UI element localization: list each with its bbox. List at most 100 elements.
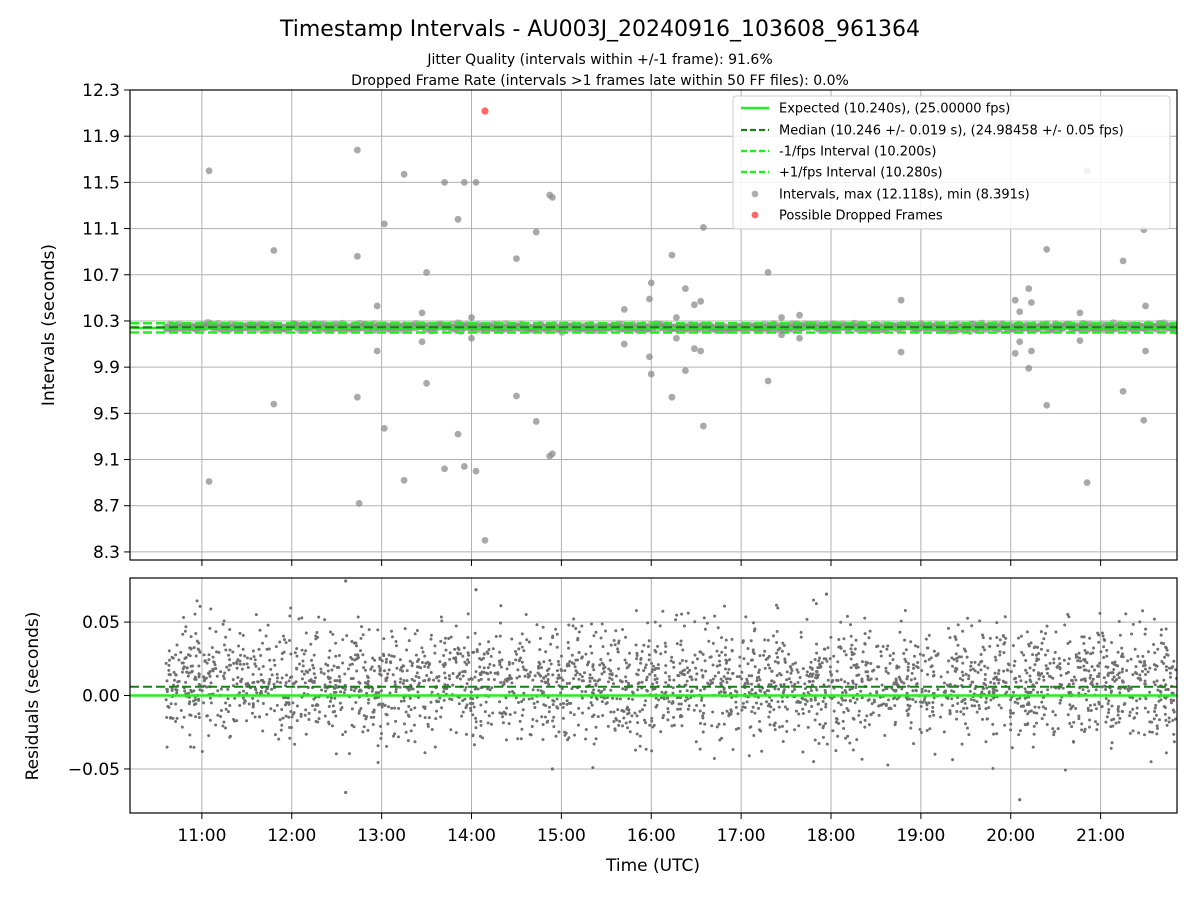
residual-point <box>1028 674 1032 678</box>
residual-point <box>608 658 612 662</box>
residual-point <box>636 721 640 725</box>
residual-point <box>408 696 412 700</box>
residual-point <box>913 644 917 648</box>
residual-point <box>799 635 803 639</box>
residual-point <box>283 703 287 707</box>
residual-point <box>1135 711 1139 715</box>
residual-point <box>1162 642 1166 646</box>
residual-point <box>977 704 981 708</box>
residual-point <box>442 690 446 694</box>
residual-point <box>337 666 341 670</box>
residual-point <box>200 689 204 693</box>
residual-point <box>208 670 212 674</box>
interval-outlier-point <box>355 500 363 507</box>
residual-point <box>992 696 996 700</box>
residual-point <box>849 623 853 627</box>
residual-point <box>950 697 954 701</box>
residual-point <box>1003 723 1007 727</box>
residual-point <box>646 621 650 625</box>
interval-outlier-point <box>682 367 689 375</box>
residual-point <box>303 681 307 685</box>
residual-point <box>231 678 235 682</box>
residual-point <box>1164 645 1168 649</box>
residual-point <box>625 707 629 711</box>
residual-point <box>627 681 631 685</box>
residual-point <box>783 660 787 664</box>
residual-point <box>1098 661 1102 665</box>
intervals-y-tick-label: 11.1 <box>82 220 120 240</box>
residual-point <box>695 704 699 708</box>
residual-point <box>510 637 514 641</box>
residual-point <box>666 707 670 711</box>
residual-point <box>1163 712 1167 716</box>
residual-point <box>961 674 965 678</box>
residual-point <box>557 730 561 734</box>
residual-point <box>877 713 881 717</box>
residual-point <box>377 664 381 668</box>
interval-outlier-point <box>1028 299 1035 306</box>
residual-point <box>686 707 690 711</box>
residual-point <box>863 616 867 620</box>
residual-point <box>238 703 242 707</box>
interval-outlier-point <box>699 224 707 231</box>
residual-point <box>410 677 414 681</box>
interval-outlier-point <box>380 424 388 432</box>
residual-point <box>394 639 398 643</box>
residual-point <box>533 706 537 710</box>
residual-point <box>717 654 721 658</box>
residual-point <box>461 674 465 678</box>
residual-point <box>317 615 321 619</box>
residual-point <box>332 664 336 668</box>
residual-point <box>383 704 387 708</box>
residual-point <box>311 663 315 667</box>
residual-point <box>1164 688 1168 692</box>
residual-point <box>939 675 943 679</box>
residual-point <box>793 682 797 686</box>
residual-point <box>827 684 831 688</box>
residual-point <box>942 730 946 734</box>
residual-point <box>183 629 187 633</box>
residual-point <box>1148 730 1152 734</box>
residual-point <box>344 730 348 734</box>
residual-point <box>955 709 959 713</box>
residual-point <box>595 697 599 701</box>
residual-point <box>216 713 220 717</box>
residual-point <box>1039 630 1043 634</box>
residual-point <box>241 696 245 700</box>
residual-point <box>952 657 956 661</box>
residuals-x-tick-label: 13:00 <box>357 826 406 846</box>
residual-point <box>841 691 845 695</box>
residual-point <box>969 668 973 672</box>
residual-point <box>1168 671 1172 675</box>
residual-point <box>618 719 622 723</box>
residual-point <box>570 687 574 691</box>
residual-point <box>343 688 347 692</box>
residual-point <box>281 716 285 720</box>
residual-point <box>591 766 595 770</box>
residual-point <box>653 668 657 672</box>
residual-point <box>523 674 527 678</box>
residual-point <box>286 701 290 705</box>
residual-point <box>197 697 201 701</box>
residual-point <box>848 741 852 745</box>
residual-point <box>1051 727 1055 731</box>
residual-point <box>412 723 416 727</box>
residual-point <box>299 714 303 718</box>
residual-point <box>1117 705 1121 709</box>
residual-point <box>496 672 500 676</box>
residual-point <box>284 696 288 700</box>
residual-point <box>261 664 265 668</box>
residual-point <box>265 687 269 691</box>
residual-point <box>730 637 734 641</box>
residual-point <box>624 688 628 692</box>
residual-point <box>502 680 506 684</box>
residual-point <box>577 630 581 634</box>
residual-point <box>1061 686 1065 690</box>
residual-point <box>443 661 447 665</box>
residual-point <box>338 701 342 705</box>
residual-point <box>776 655 780 659</box>
residual-point <box>769 705 773 709</box>
residual-point <box>1164 627 1168 631</box>
residual-point <box>909 726 913 730</box>
residual-point <box>1090 683 1094 687</box>
